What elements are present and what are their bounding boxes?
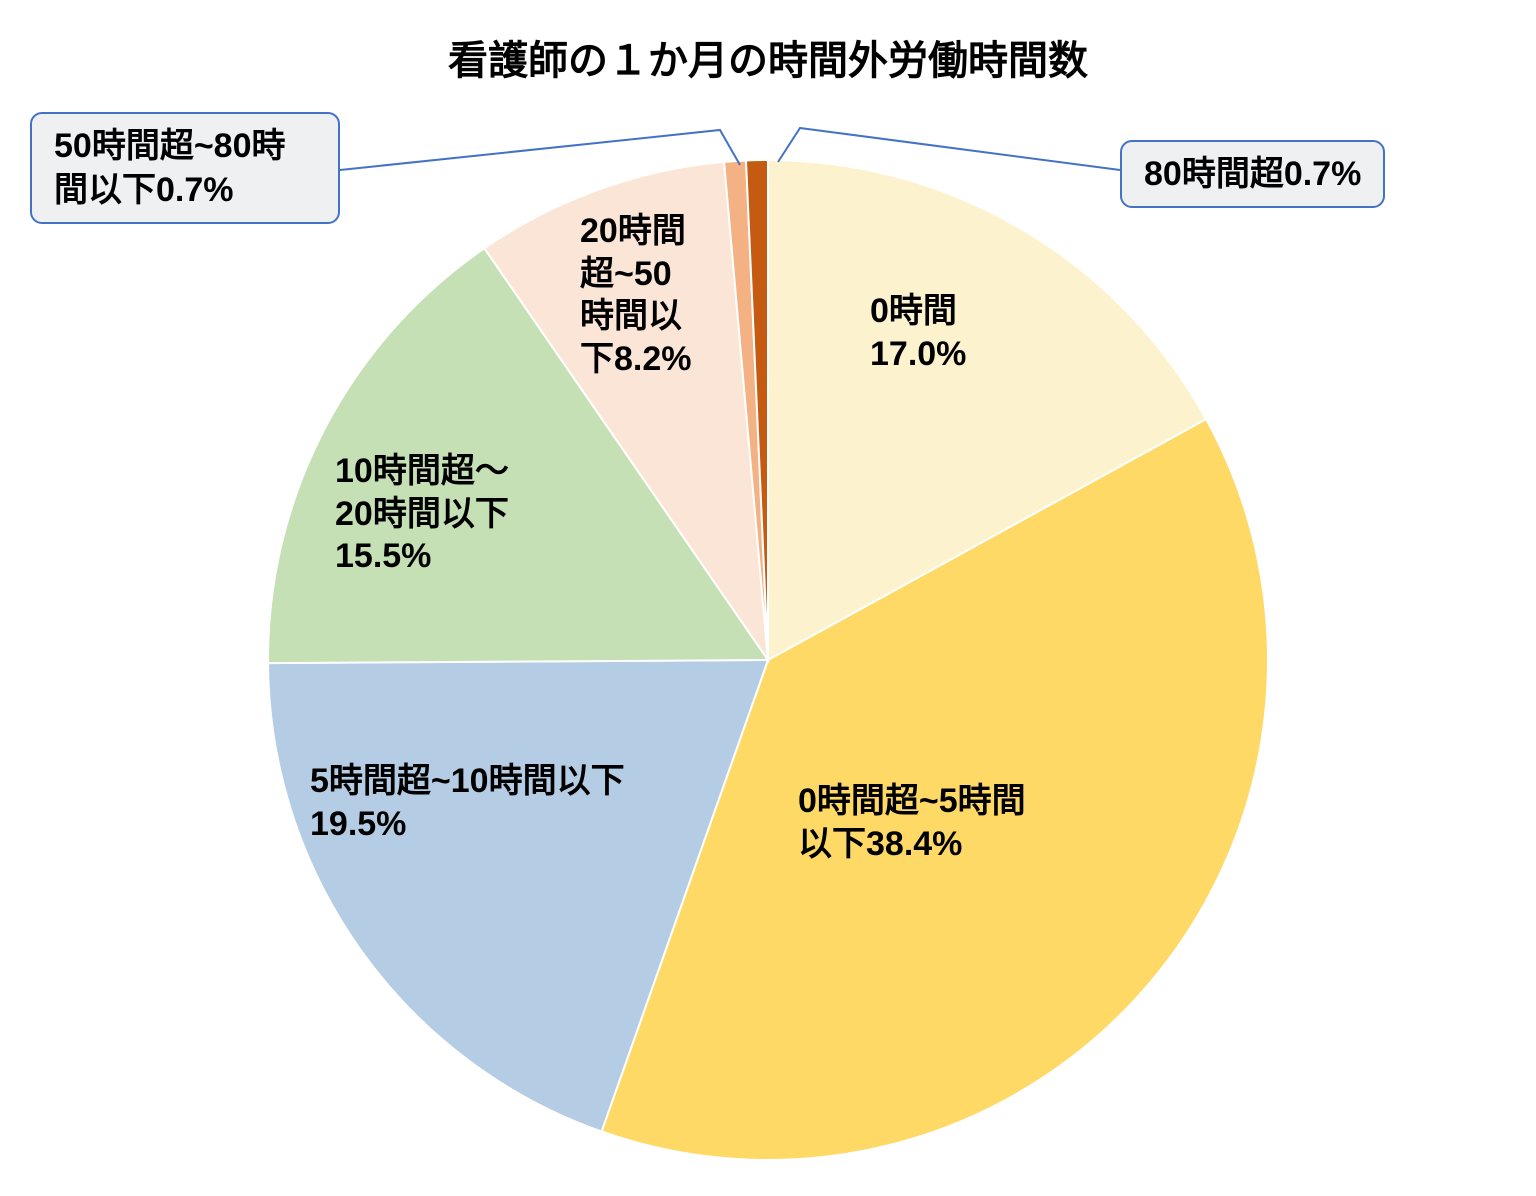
- slice-label-s1: 0時間超~5時間 以下38.4%: [798, 780, 1026, 865]
- callout-label-s5: 50時間超~80時 間以下0.7%: [30, 112, 340, 224]
- slice-label-s0: 0時間 17.0%: [870, 290, 966, 375]
- pie-chart: 看護師の１か月の時間外労働時間数 0時間 17.0% 0時間超~5時間 以下38.…: [0, 0, 1536, 1196]
- callout-label-s6: 80時間超0.7%: [1120, 140, 1385, 208]
- callout-leader-s5: [340, 130, 740, 170]
- chart-title: 看護師の１か月の時間外労働時間数: [0, 28, 1536, 86]
- slice-label-s4: 20時間 超~50 時間以 下8.2%: [580, 210, 692, 380]
- slice-label-s2: 5時間超~10時間以下 19.5%: [310, 760, 625, 845]
- slice-label-s3: 10時間超～ 20時間以下 15.5%: [335, 450, 509, 578]
